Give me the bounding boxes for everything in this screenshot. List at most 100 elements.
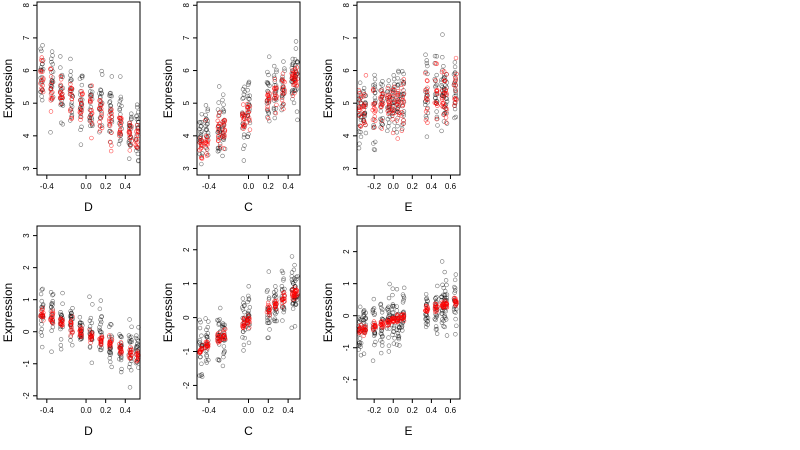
fitted-point bbox=[361, 102, 367, 107]
fitted-point bbox=[274, 84, 279, 90]
observed-point bbox=[40, 286, 45, 292]
observed-point bbox=[373, 98, 378, 103]
fitted-point bbox=[68, 328, 74, 334]
observed-point bbox=[117, 99, 123, 104]
observed-point bbox=[361, 313, 366, 318]
observed-point bbox=[272, 79, 277, 84]
fitted-point bbox=[197, 349, 203, 355]
fitted-point bbox=[280, 85, 285, 91]
fitted-point bbox=[385, 85, 391, 91]
observed-point bbox=[386, 78, 391, 83]
fitted-point bbox=[79, 92, 85, 97]
fitted-point bbox=[452, 96, 458, 101]
observed-point bbox=[241, 342, 247, 348]
observed-point bbox=[220, 107, 226, 112]
y-tick-label: 7 bbox=[182, 35, 191, 40]
observed-point bbox=[79, 82, 85, 88]
observed-point bbox=[87, 92, 93, 98]
observed-point bbox=[68, 77, 74, 82]
fitted-point bbox=[371, 326, 377, 332]
observed-point bbox=[264, 80, 270, 85]
observed-point bbox=[88, 315, 94, 321]
fitted-point bbox=[199, 156, 205, 161]
observed-point bbox=[434, 54, 440, 59]
fitted-point bbox=[439, 69, 445, 75]
fitted-point bbox=[434, 89, 440, 94]
fitted-point bbox=[79, 89, 84, 94]
observed-point bbox=[129, 114, 134, 120]
observed-point bbox=[90, 302, 95, 307]
observed-point bbox=[443, 278, 449, 283]
fitted-point bbox=[267, 307, 272, 313]
observed-point bbox=[49, 301, 54, 307]
x-tick-label: 0.4 bbox=[426, 182, 438, 191]
observed-point bbox=[215, 149, 221, 154]
observed-point bbox=[361, 351, 367, 356]
fitted-point bbox=[439, 95, 445, 100]
observed-point bbox=[205, 106, 211, 112]
observed-point bbox=[281, 276, 286, 281]
observed-point bbox=[241, 300, 246, 306]
fitted-point bbox=[443, 106, 448, 111]
fitted-point bbox=[294, 71, 300, 76]
observed-point bbox=[386, 83, 391, 89]
observed-point bbox=[390, 292, 395, 298]
panel-1: -0.4 0.0 0.2 0.4 3 4 5 6 7 8 D Expression bbox=[1, 1, 141, 214]
fitted-point bbox=[216, 331, 221, 336]
fitted-point bbox=[443, 302, 448, 307]
observed-point bbox=[272, 318, 278, 324]
y-tick-label: 3 bbox=[22, 166, 31, 171]
observed-point bbox=[442, 313, 448, 318]
fitted-point bbox=[40, 313, 45, 318]
y-tick-label: 3 bbox=[182, 166, 191, 171]
fitted-point bbox=[127, 349, 133, 355]
x-tick-label: 0.4 bbox=[120, 182, 132, 191]
observed-point bbox=[245, 134, 250, 139]
observed-point bbox=[379, 310, 385, 315]
fitted-point bbox=[78, 328, 83, 334]
fitted-point bbox=[372, 125, 377, 130]
fitted-point bbox=[384, 95, 390, 101]
observed-point bbox=[361, 308, 366, 314]
fitted-point bbox=[206, 341, 211, 347]
observed-point bbox=[425, 322, 430, 327]
observed-point bbox=[206, 319, 211, 324]
observed-point bbox=[99, 90, 104, 96]
observed-point bbox=[50, 94, 56, 100]
observed-point bbox=[395, 76, 400, 81]
x-tick-label: 0.2 bbox=[407, 182, 419, 191]
fitted-point bbox=[442, 90, 448, 96]
fitted-point bbox=[50, 317, 55, 322]
fitted-point bbox=[281, 106, 286, 112]
observed-point bbox=[290, 306, 296, 311]
fitted-point bbox=[440, 100, 445, 106]
observed-point bbox=[68, 78, 73, 84]
fitted-point bbox=[434, 101, 439, 106]
observed-point bbox=[453, 86, 458, 92]
observed-point bbox=[205, 108, 210, 113]
fitted-point bbox=[373, 118, 378, 124]
observed-point bbox=[197, 373, 202, 378]
fitted-point bbox=[58, 317, 63, 323]
observed-point bbox=[395, 116, 400, 121]
fitted-point bbox=[401, 98, 407, 104]
observed-point bbox=[50, 61, 55, 67]
observed-point bbox=[240, 87, 246, 92]
observed-point bbox=[442, 269, 447, 275]
fitted-point bbox=[394, 318, 400, 323]
observed-point bbox=[452, 64, 458, 70]
observed-point bbox=[399, 311, 404, 317]
observed-point bbox=[203, 358, 209, 363]
fitted-point bbox=[98, 338, 104, 344]
observed-point bbox=[357, 80, 363, 85]
fitted-point bbox=[362, 329, 368, 334]
fitted-point bbox=[265, 106, 270, 112]
fitted-point bbox=[362, 120, 367, 125]
fitted-point bbox=[370, 327, 376, 333]
observed-point bbox=[280, 318, 285, 323]
observed-point bbox=[118, 137, 124, 142]
fitted-point bbox=[372, 101, 378, 106]
observed-point bbox=[241, 158, 247, 163]
x-tick-label: 0.4 bbox=[120, 406, 132, 415]
observed-point bbox=[242, 84, 247, 90]
